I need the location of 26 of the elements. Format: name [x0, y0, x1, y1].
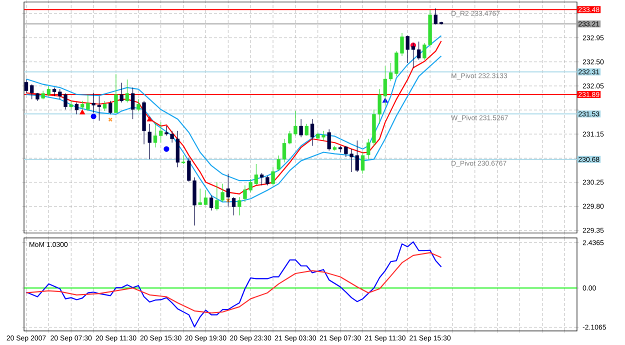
candlestick [136, 99, 140, 112]
candlestick [360, 152, 365, 174]
line-series [26, 252, 442, 314]
candlestick [232, 196, 236, 216]
point [90, 114, 96, 120]
candlestick [434, 8, 438, 25]
candlestick [120, 82, 124, 103]
point [80, 110, 85, 114]
candlestick [210, 195, 214, 211]
candlestick [148, 124, 152, 160]
candlestick [74, 102, 79, 115]
candlestick [114, 74, 118, 113]
candlestick [125, 79, 130, 103]
point [147, 116, 152, 122]
candlestick [108, 100, 112, 115]
point [108, 117, 113, 122]
candlestick [238, 196, 242, 216]
candlestick [417, 41, 421, 60]
candlestick [327, 128, 331, 151]
point [164, 146, 170, 152]
candlestick [271, 166, 275, 186]
candlestick [310, 118, 314, 146]
candlestick [102, 100, 107, 112]
line-series [26, 241, 442, 328]
candlestick [130, 87, 135, 120]
candlestick [299, 118, 303, 138]
